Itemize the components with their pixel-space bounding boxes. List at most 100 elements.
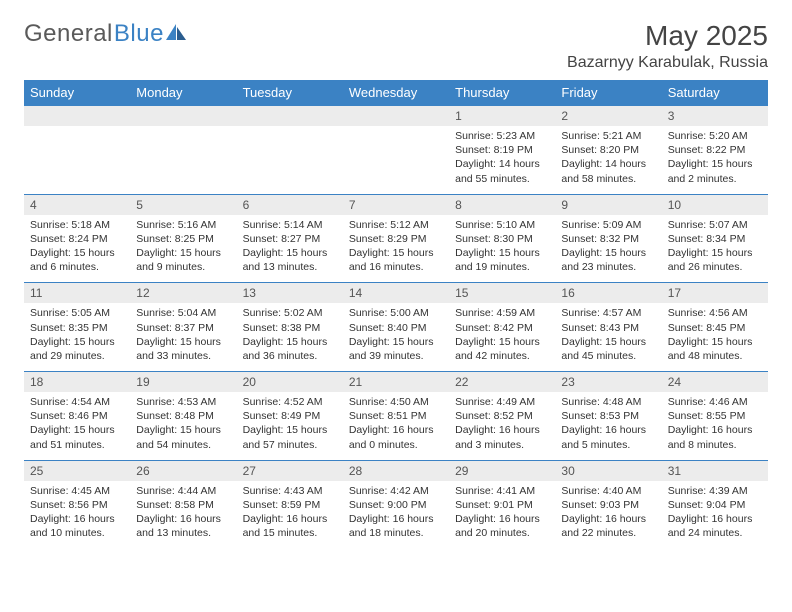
sunset-text: Sunset: 8:25 PM — [136, 232, 230, 246]
daylight-text: Daylight: 16 hours and 20 minutes. — [455, 512, 549, 540]
weekday-header: Tuesday — [237, 80, 343, 106]
day-number: 7 — [343, 195, 449, 215]
sunset-text: Sunset: 8:30 PM — [455, 232, 549, 246]
sunset-text: Sunset: 9:00 PM — [349, 498, 443, 512]
sunrise-text: Sunrise: 4:45 AM — [30, 484, 124, 498]
weekday-header: Sunday — [24, 80, 130, 106]
day-data: Sunrise: 4:39 AMSunset: 9:04 PMDaylight:… — [662, 481, 768, 549]
calendar-day-cell — [343, 106, 449, 195]
calendar-day-cell: 20Sunrise: 4:52 AMSunset: 8:49 PMDayligh… — [237, 372, 343, 461]
calendar-week-row: 1Sunrise: 5:23 AMSunset: 8:19 PMDaylight… — [24, 106, 768, 195]
sunset-text: Sunset: 8:48 PM — [136, 409, 230, 423]
calendar-day-cell: 27Sunrise: 4:43 AMSunset: 8:59 PMDayligh… — [237, 460, 343, 548]
calendar-day-cell: 4Sunrise: 5:18 AMSunset: 8:24 PMDaylight… — [24, 194, 130, 283]
weekday-header: Monday — [130, 80, 236, 106]
daylight-text: Daylight: 16 hours and 15 minutes. — [243, 512, 337, 540]
sunrise-text: Sunrise: 5:14 AM — [243, 218, 337, 232]
weekday-header-row: Sunday Monday Tuesday Wednesday Thursday… — [24, 80, 768, 106]
day-data: Sunrise: 5:10 AMSunset: 8:30 PMDaylight:… — [449, 215, 555, 283]
sunset-text: Sunset: 8:35 PM — [30, 321, 124, 335]
day-data: Sunrise: 4:48 AMSunset: 8:53 PMDaylight:… — [555, 392, 661, 460]
sunrise-text: Sunrise: 4:48 AM — [561, 395, 655, 409]
day-number — [24, 106, 130, 126]
weekday-header: Thursday — [449, 80, 555, 106]
daylight-text: Daylight: 15 hours and 29 minutes. — [30, 335, 124, 363]
calendar-day-cell: 3Sunrise: 5:20 AMSunset: 8:22 PMDaylight… — [662, 106, 768, 195]
calendar-table: Sunday Monday Tuesday Wednesday Thursday… — [24, 80, 768, 548]
day-data: Sunrise: 4:54 AMSunset: 8:46 PMDaylight:… — [24, 392, 130, 460]
sunrise-text: Sunrise: 5:02 AM — [243, 306, 337, 320]
sunrise-text: Sunrise: 5:09 AM — [561, 218, 655, 232]
day-number: 16 — [555, 283, 661, 303]
daylight-text: Daylight: 15 hours and 9 minutes. — [136, 246, 230, 274]
day-data: Sunrise: 4:53 AMSunset: 8:48 PMDaylight:… — [130, 392, 236, 460]
day-number: 5 — [130, 195, 236, 215]
day-number: 29 — [449, 461, 555, 481]
sunrise-text: Sunrise: 4:50 AM — [349, 395, 443, 409]
sunset-text: Sunset: 8:42 PM — [455, 321, 549, 335]
calendar-day-cell — [130, 106, 236, 195]
day-number: 26 — [130, 461, 236, 481]
weekday-header: Friday — [555, 80, 661, 106]
day-number: 20 — [237, 372, 343, 392]
day-number — [237, 106, 343, 126]
sunset-text: Sunset: 8:58 PM — [136, 498, 230, 512]
calendar-day-cell: 18Sunrise: 4:54 AMSunset: 8:46 PMDayligh… — [24, 372, 130, 461]
day-number: 28 — [343, 461, 449, 481]
day-data: Sunrise: 4:42 AMSunset: 9:00 PMDaylight:… — [343, 481, 449, 549]
day-number: 12 — [130, 283, 236, 303]
sunrise-text: Sunrise: 5:10 AM — [455, 218, 549, 232]
sunrise-text: Sunrise: 4:57 AM — [561, 306, 655, 320]
day-number: 27 — [237, 461, 343, 481]
title-block: May 2025 Bazarnyy Karabulak, Russia — [567, 20, 768, 72]
sunset-text: Sunset: 8:55 PM — [668, 409, 762, 423]
calendar-day-cell: 26Sunrise: 4:44 AMSunset: 8:58 PMDayligh… — [130, 460, 236, 548]
daylight-text: Daylight: 15 hours and 13 minutes. — [243, 246, 337, 274]
daylight-text: Daylight: 15 hours and 23 minutes. — [561, 246, 655, 274]
sunrise-text: Sunrise: 4:54 AM — [30, 395, 124, 409]
day-data — [343, 126, 449, 186]
day-data: Sunrise: 4:43 AMSunset: 8:59 PMDaylight:… — [237, 481, 343, 549]
sunrise-text: Sunrise: 5:18 AM — [30, 218, 124, 232]
month-title: May 2025 — [567, 20, 768, 52]
sunrise-text: Sunrise: 4:41 AM — [455, 484, 549, 498]
day-number: 1 — [449, 106, 555, 126]
day-number: 14 — [343, 283, 449, 303]
sunrise-text: Sunrise: 4:49 AM — [455, 395, 549, 409]
day-data — [24, 126, 130, 186]
day-number — [343, 106, 449, 126]
daylight-text: Daylight: 15 hours and 48 minutes. — [668, 335, 762, 363]
calendar-day-cell: 6Sunrise: 5:14 AMSunset: 8:27 PMDaylight… — [237, 194, 343, 283]
day-data: Sunrise: 4:56 AMSunset: 8:45 PMDaylight:… — [662, 303, 768, 371]
sunrise-text: Sunrise: 4:46 AM — [668, 395, 762, 409]
logo-part1: General — [24, 20, 113, 47]
calendar-day-cell: 5Sunrise: 5:16 AMSunset: 8:25 PMDaylight… — [130, 194, 236, 283]
day-data: Sunrise: 4:40 AMSunset: 9:03 PMDaylight:… — [555, 481, 661, 549]
daylight-text: Daylight: 15 hours and 6 minutes. — [30, 246, 124, 274]
calendar-day-cell: 31Sunrise: 4:39 AMSunset: 9:04 PMDayligh… — [662, 460, 768, 548]
sunrise-text: Sunrise: 5:23 AM — [455, 129, 549, 143]
calendar-day-cell: 30Sunrise: 4:40 AMSunset: 9:03 PMDayligh… — [555, 460, 661, 548]
day-data: Sunrise: 4:49 AMSunset: 8:52 PMDaylight:… — [449, 392, 555, 460]
calendar-day-cell: 10Sunrise: 5:07 AMSunset: 8:34 PMDayligh… — [662, 194, 768, 283]
daylight-text: Daylight: 16 hours and 13 minutes. — [136, 512, 230, 540]
calendar-day-cell: 12Sunrise: 5:04 AMSunset: 8:37 PMDayligh… — [130, 283, 236, 372]
daylight-text: Daylight: 15 hours and 51 minutes. — [30, 423, 124, 451]
daylight-text: Daylight: 16 hours and 10 minutes. — [30, 512, 124, 540]
sunrise-text: Sunrise: 5:04 AM — [136, 306, 230, 320]
day-number: 19 — [130, 372, 236, 392]
sunrise-text: Sunrise: 5:05 AM — [30, 306, 124, 320]
daylight-text: Daylight: 16 hours and 22 minutes. — [561, 512, 655, 540]
day-data: Sunrise: 5:07 AMSunset: 8:34 PMDaylight:… — [662, 215, 768, 283]
calendar-day-cell: 2Sunrise: 5:21 AMSunset: 8:20 PMDaylight… — [555, 106, 661, 195]
day-data: Sunrise: 5:00 AMSunset: 8:40 PMDaylight:… — [343, 303, 449, 371]
daylight-text: Daylight: 15 hours and 36 minutes. — [243, 335, 337, 363]
sunset-text: Sunset: 8:43 PM — [561, 321, 655, 335]
sunrise-text: Sunrise: 5:12 AM — [349, 218, 443, 232]
sunset-text: Sunset: 8:51 PM — [349, 409, 443, 423]
day-data: Sunrise: 5:20 AMSunset: 8:22 PMDaylight:… — [662, 126, 768, 194]
day-data: Sunrise: 4:52 AMSunset: 8:49 PMDaylight:… — [237, 392, 343, 460]
daylight-text: Daylight: 15 hours and 16 minutes. — [349, 246, 443, 274]
day-number: 8 — [449, 195, 555, 215]
day-data: Sunrise: 5:04 AMSunset: 8:37 PMDaylight:… — [130, 303, 236, 371]
